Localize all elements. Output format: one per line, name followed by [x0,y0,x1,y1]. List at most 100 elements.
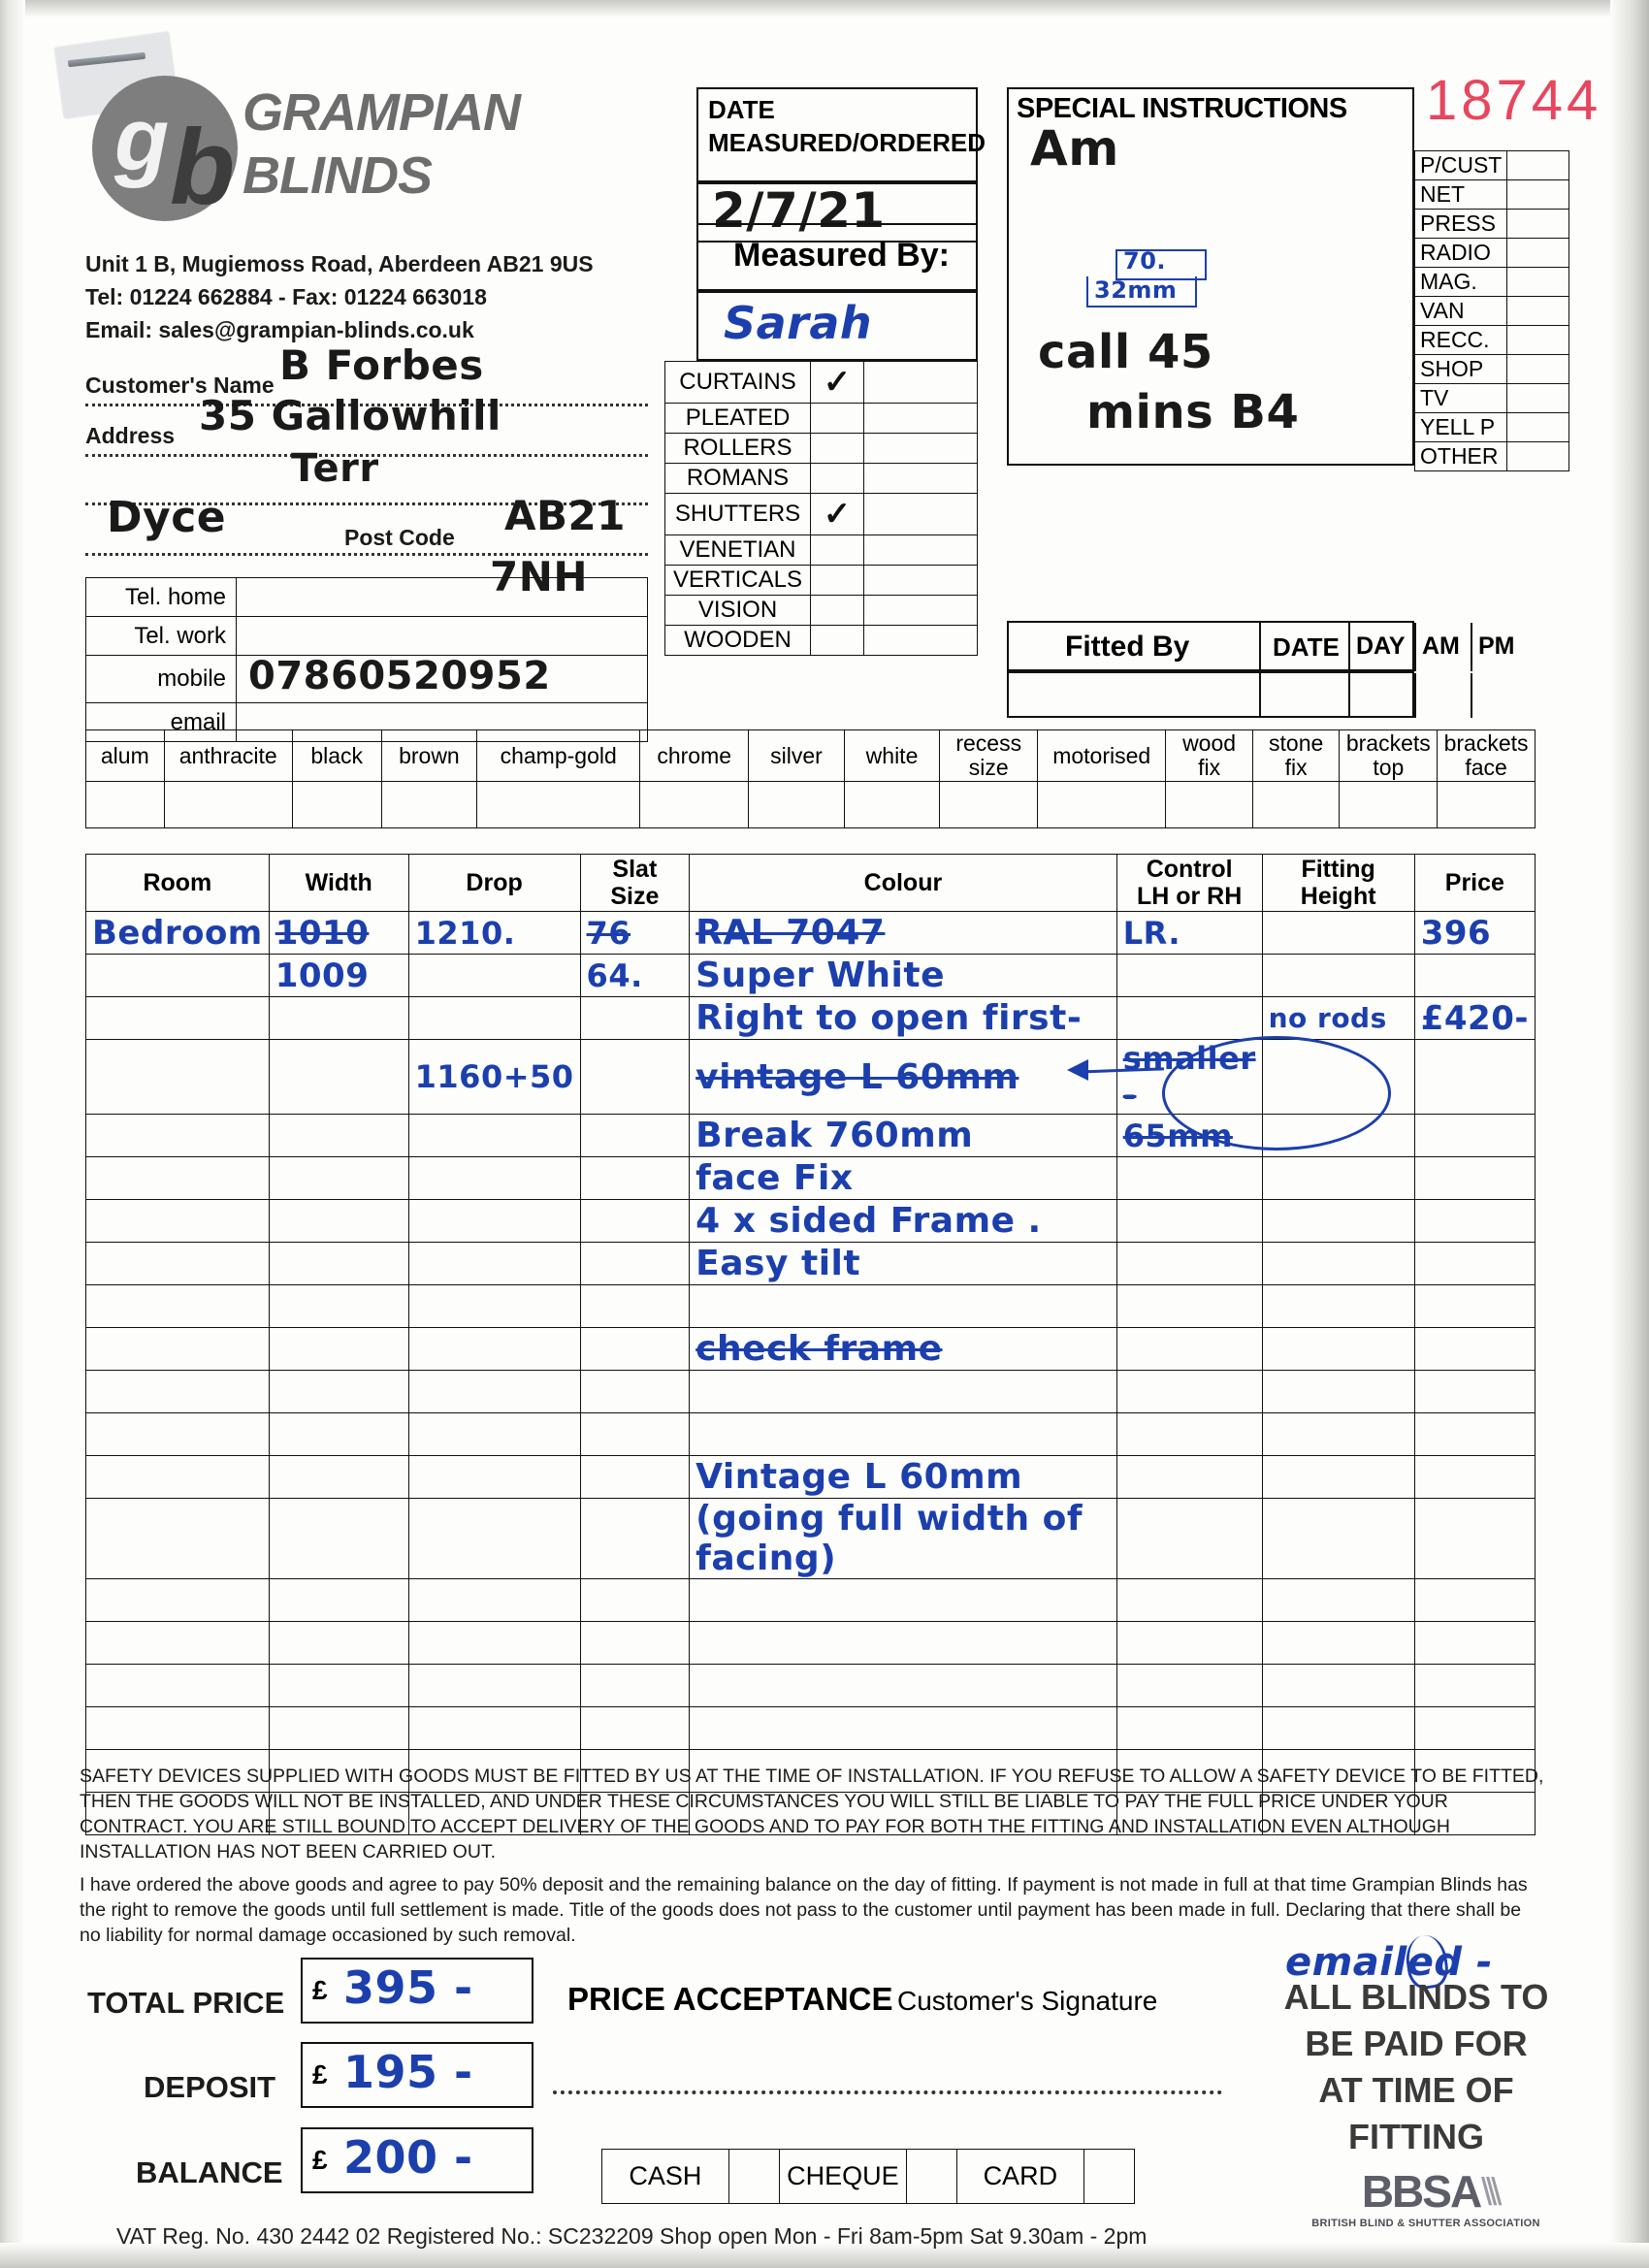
cell-width[interactable] [268,996,409,1040]
product-type-extra-0[interactable] [863,361,978,404]
total-price-value[interactable]: 395 - [343,1961,473,2014]
product-type-row[interactable]: VERTICALS [664,565,978,596]
table-row[interactable] [85,1706,1536,1750]
option-value-alum[interactable] [85,781,165,828]
table-row[interactable] [85,1749,1536,1793]
cell-slat[interactable] [579,1412,691,1456]
source-row[interactable]: TV [1414,383,1569,413]
total-price-box[interactable]: £ 395 - [301,1958,534,2024]
cell-price[interactable]: £420- [1413,996,1536,1040]
cell-room[interactable] [85,1039,270,1115]
table-row[interactable]: Vintage L 60mm [85,1455,1536,1499]
contact-value-1[interactable] [236,616,648,656]
date-value[interactable]: 2/7/21 [712,182,886,239]
cell-slat[interactable] [579,1706,691,1750]
source-tick-0[interactable] [1506,150,1569,180]
cell-price[interactable] [1413,1578,1536,1622]
product-type-extra-7[interactable] [863,595,978,626]
source-row[interactable]: VAN [1414,296,1569,326]
cell-room[interactable]: Bedroom [85,911,270,955]
cell-fitting[interactable] [1261,1327,1415,1371]
special-note-70[interactable]: 70. [1123,247,1167,275]
option-value-brackets-face[interactable] [1437,781,1536,828]
cell-width[interactable] [268,1621,409,1665]
cell-fitting[interactable] [1261,911,1415,955]
source-tick-4[interactable] [1506,267,1569,297]
cell-slat[interactable] [579,1114,691,1157]
cell-control[interactable]: LR. [1116,911,1263,955]
source-tick-7[interactable] [1506,354,1569,384]
option-value-wood-fix[interactable] [1165,781,1253,828]
option-value-recess-size[interactable] [939,781,1039,828]
cell-room[interactable] [85,996,270,1040]
cell-slat[interactable] [579,1242,691,1285]
cell-drop[interactable] [407,1455,581,1499]
cell-control[interactable] [1116,1242,1263,1285]
postcode-value[interactable]: AB21 [504,492,626,539]
cell-room[interactable] [85,954,270,997]
cell-colour[interactable]: face Fix [689,1156,1117,1200]
customer-name-value[interactable]: B Forbes [279,341,484,389]
table-row[interactable] [85,1370,1536,1413]
table-row[interactable]: (going full width of facing) [85,1498,1536,1579]
balance-value[interactable]: 200 - [343,2131,473,2184]
cell-colour[interactable] [689,1792,1117,1835]
option-value-black[interactable] [291,781,382,828]
cell-control[interactable] [1116,1455,1263,1499]
cell-colour[interactable]: 4 x sided Frame . [689,1199,1117,1243]
product-type-extra-8[interactable] [863,625,978,656]
cell-colour[interactable] [689,1621,1117,1665]
cell-fitting[interactable] [1261,1370,1415,1413]
product-type-row[interactable]: SHUTTERS ✓ [664,493,978,535]
cell-room[interactable] [85,1621,270,1665]
cell-width[interactable] [268,1498,409,1579]
product-type-tick-pleated[interactable] [810,403,864,434]
product-type-row[interactable]: VENETIAN [664,535,978,566]
measured-by-value[interactable]: Sarah [724,297,873,349]
table-row[interactable] [85,1412,1536,1456]
cell-drop[interactable] [407,1578,581,1622]
cell-drop[interactable] [407,1242,581,1285]
cell-control[interactable] [1116,1156,1263,1200]
source-tick-8[interactable] [1506,383,1569,413]
cell-control[interactable] [1116,1327,1263,1371]
cell-colour[interactable]: RAL 7047 [689,911,1117,955]
cell-fitting[interactable] [1261,1706,1415,1750]
cell-width[interactable] [268,1412,409,1456]
cell-room[interactable] [85,1114,270,1157]
cell-colour[interactable]: vintage L 60mm [689,1039,1117,1115]
customer-town-value[interactable]: Dyce [107,493,227,542]
cell-room[interactable] [85,1578,270,1622]
product-type-row[interactable]: ROMANS [664,463,978,494]
cell-colour[interactable] [689,1370,1117,1413]
customer-address-line1[interactable]: 35 Gallowhill [199,392,501,439]
cell-room[interactable] [85,1199,270,1243]
cell-slat[interactable]: 76 [579,911,691,955]
options-value-row[interactable] [85,781,1536,828]
cell-drop[interactable] [407,1327,581,1371]
cell-drop[interactable] [407,1498,581,1579]
date-value-box[interactable]: 2/7/21 [696,182,978,243]
product-type-tick-shutters[interactable]: ✓ [810,493,864,535]
product-type-tick-curtains[interactable]: ✓ [810,361,864,404]
cell-room[interactable] [85,1498,270,1579]
special-note-call-line1[interactable]: call 45 [1038,325,1213,379]
cell-control[interactable] [1116,1199,1263,1243]
table-row[interactable]: Bedroom 1010 1210. 76 RAL 7047 LR. 396 [85,911,1536,955]
source-tick-6[interactable] [1506,325,1569,355]
cell-room[interactable] [85,1664,270,1707]
product-type-row[interactable]: WOODEN [664,625,978,656]
cell-drop[interactable]: 1210. [407,911,581,955]
cell-price[interactable] [1413,1114,1536,1157]
cell-control[interactable] [1116,1370,1263,1413]
source-tick-9[interactable] [1506,412,1569,442]
product-type-extra-2[interactable] [863,433,978,464]
cell-fitting[interactable] [1261,1792,1415,1835]
cell-slat[interactable] [579,1370,691,1413]
cell-fitting[interactable] [1261,1284,1415,1328]
cell-room[interactable] [85,1370,270,1413]
cell-room[interactable] [85,1706,270,1750]
cell-width[interactable]: 1009 [268,954,409,997]
cell-price[interactable]: 396 [1413,911,1536,955]
cell-fitting[interactable] [1261,1412,1415,1456]
